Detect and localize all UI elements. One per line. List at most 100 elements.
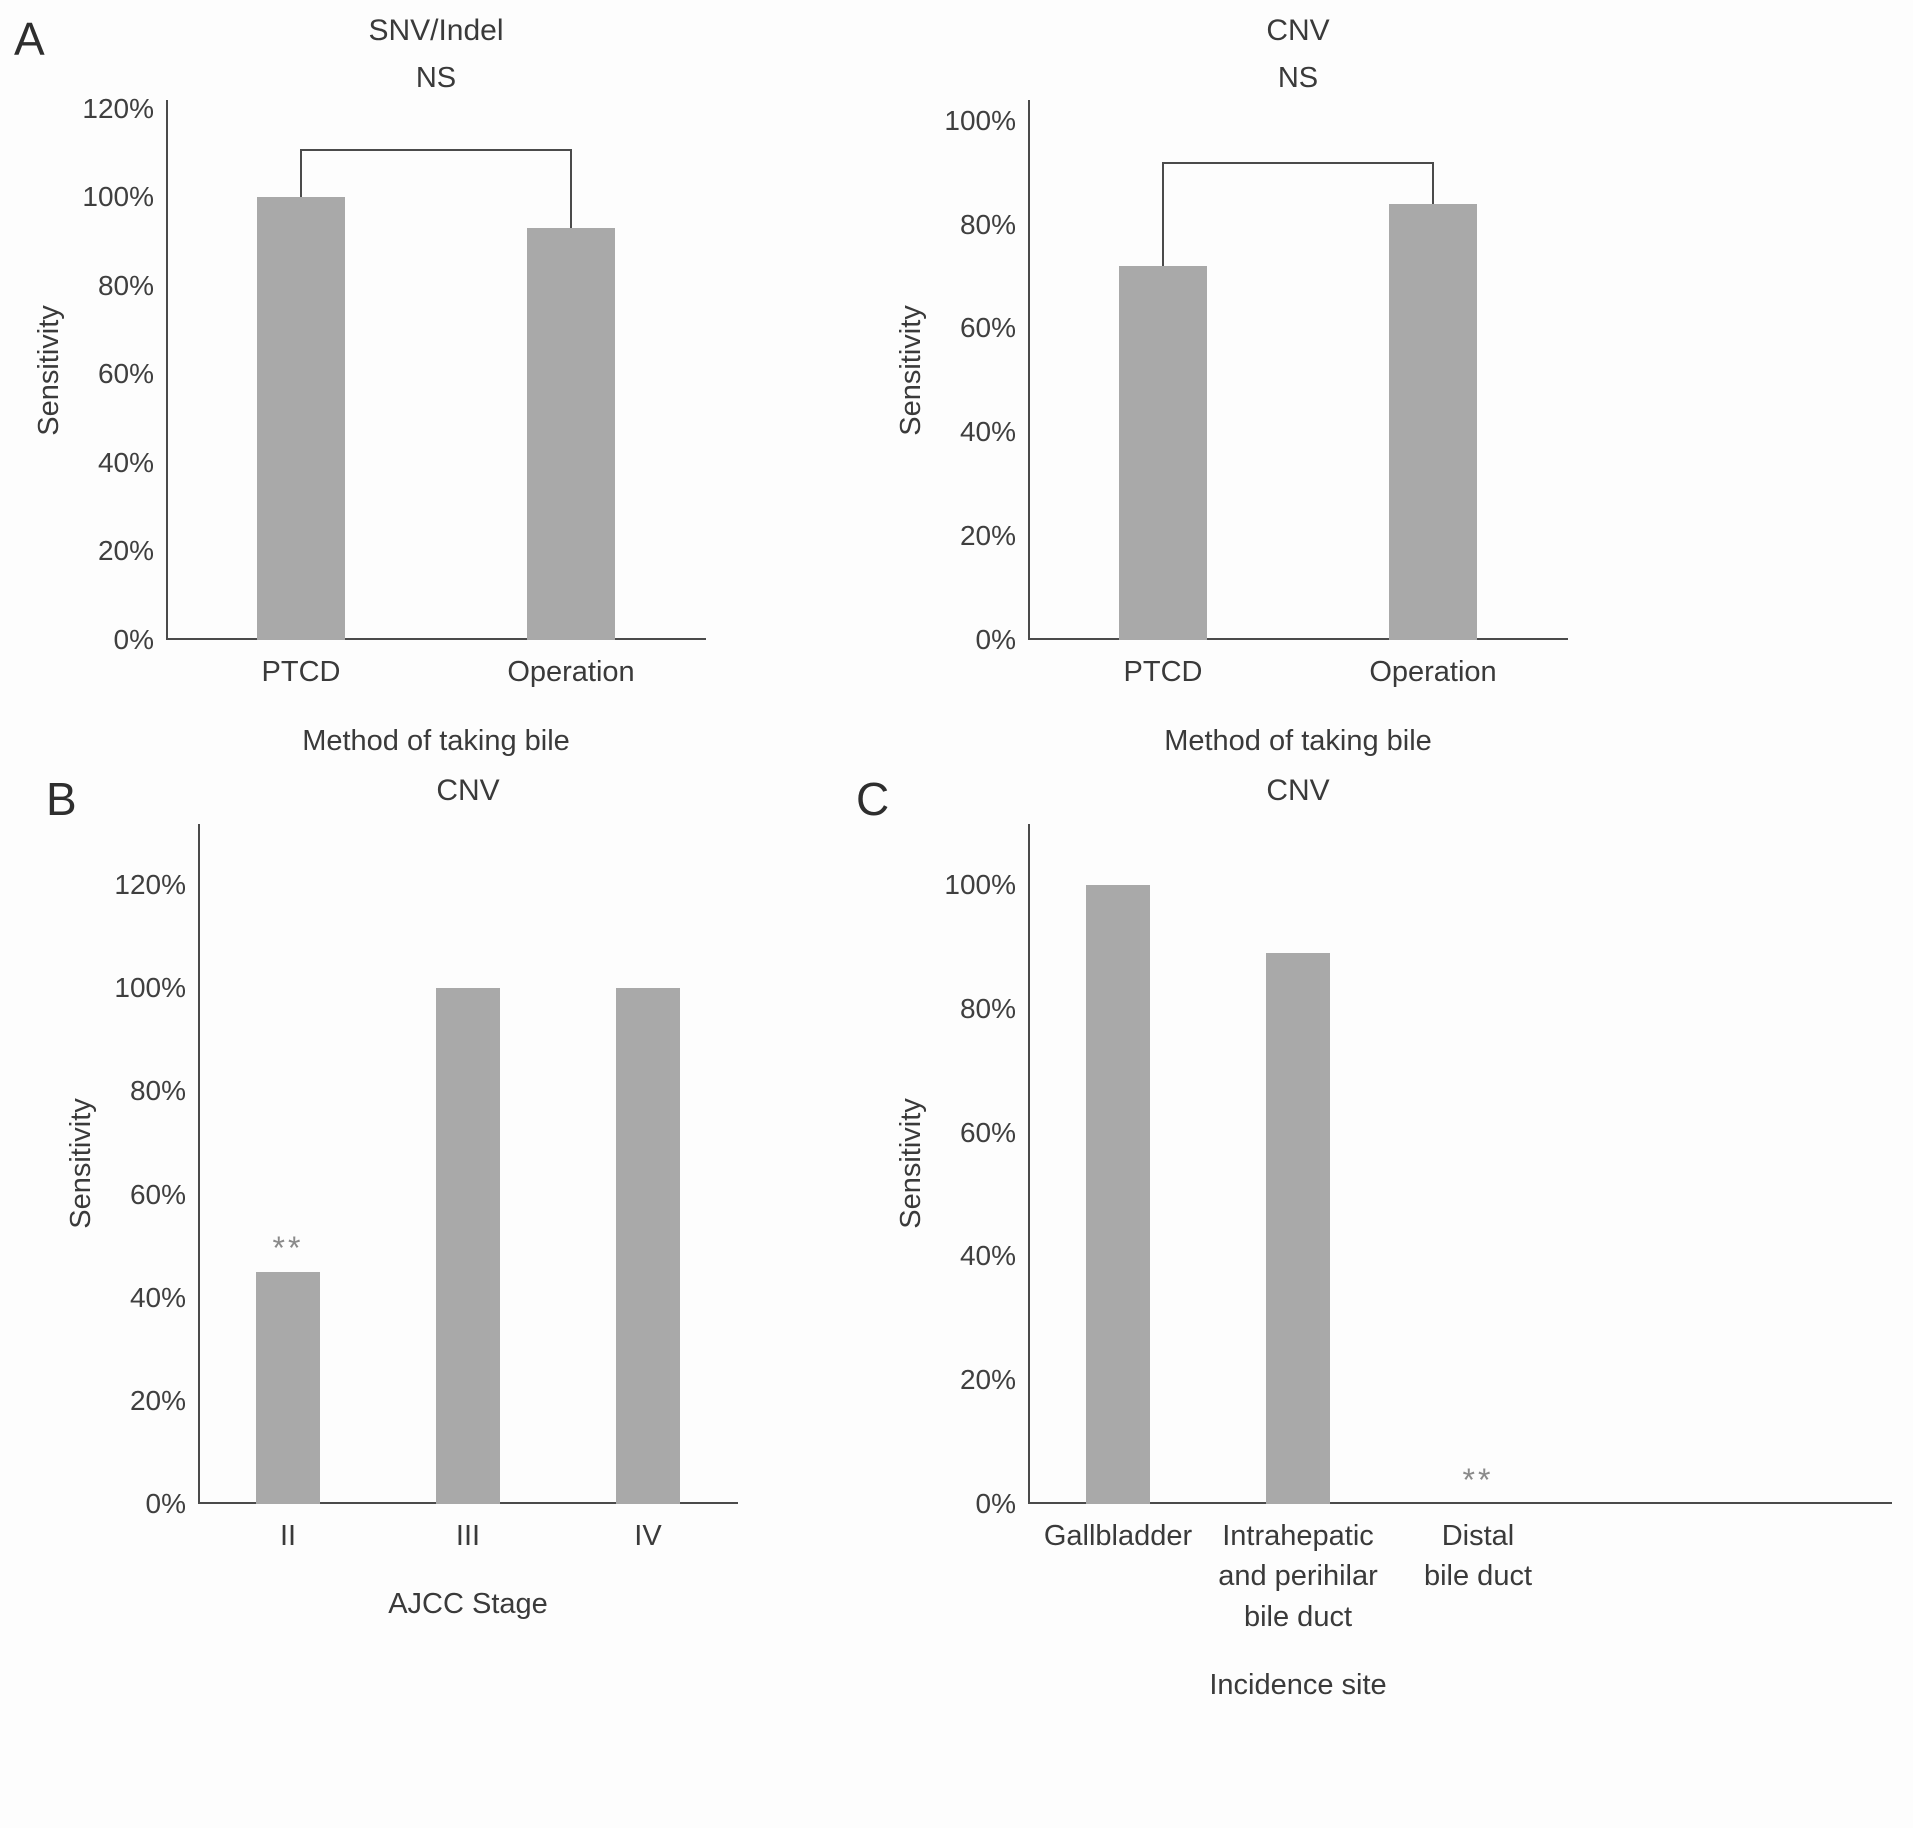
y-axis-line [166,100,168,640]
bar-slot [1208,824,1388,1504]
y-tick-label: 20% [129,1384,186,1416]
chart-body: Sensitivity 0% 20% 40% 60% 80% 100% 120% PTCD O… [28,93,880,758]
bar-slot [558,824,738,1504]
x-category-label: Gallbladder [1043,1519,1193,1552]
panel-b-cell: B CNV Sensitivity 0% 20% 40% 60% 80% 100% 120% [0,774,880,1703]
y-axis-title: Sensitivity [894,304,927,436]
y-tick-label: 40% [959,1240,1016,1272]
bar-slot [1298,100,1568,640]
y-tick-label: 60% [97,358,154,390]
significance-annotation: NS [1277,62,1319,94]
plot-column: PTCD Operation Method of taking bile [1028,100,1568,758]
y-tick-label: 0% [975,1487,1016,1519]
x-category-label: Intrahepatic and perihilar bile duct [1218,1519,1378,1633]
chart-title: CNV [1266,773,1330,807]
bar-intrahepatic-and-perihilar-bile-duct [1266,953,1330,1504]
chart-cnv-by-bile-method: CNV NS Sensitivity 0% 20% 40% 60% 80% 100% [890,14,1913,758]
y-axis-ticks: 0% 20% 40% 60% 80% 100% [932,100,1028,655]
x-category-label: IV [634,1519,662,1552]
y-tick-label: 40% [97,446,154,478]
y-tick-label: 20% [959,520,1016,552]
x-category-labels: PTCD Operation [1028,652,1568,693]
y-tick-label: 120% [82,92,154,124]
panel-c-cell: C CNV Sensitivity 0% 20% 40% 60% 80% 100% [856,774,1913,1703]
chart-title: CNV [1266,14,1330,47]
bars-group [166,100,706,640]
bar-ptcd [257,197,345,640]
comparison-bracket-leg [300,148,302,198]
x-category-labels: Gallbladder Intrahepatic and perihilar bile… [1028,1516,1568,1638]
y-axis-ticks: 0% 20% 40% 60% 80% 100% [932,824,1028,1518]
bar-operation [1389,203,1477,640]
panel-label-c: C [856,772,890,825]
plot-area: ** [198,823,738,1504]
y-tick-label: 0% [113,624,154,655]
panel-a-row: A SNV/Indel NS Sensitivity 0% 20% 40% 60% 80… [0,0,1913,758]
chart-header: CNV [1028,774,1568,808]
bars-group [1028,100,1568,640]
y-axis-title-wrap: Sensitivity [60,824,102,1504]
chart-cnv-by-ajcc-stage: CNV Sensitivity 0% 20% 40% 60% 80% 100% 120% *… [60,774,880,1622]
y-axis-title-wrap: Sensitivity [28,100,70,640]
x-category-labels: II III IV [198,1516,738,1557]
chart-header: CNV [198,774,738,808]
bar-slot [1388,824,1568,1504]
y-tick-label: 60% [959,1116,1016,1148]
bar-slot [378,824,558,1504]
bar-gallbladder [1086,885,1150,1504]
y-axis-title-wrap: Sensitivity [890,824,932,1504]
y-axis-title: Sensitivity [894,1098,927,1229]
y-tick-label: 40% [129,1281,186,1313]
plot-area [1028,100,1568,640]
bar-ii [256,1271,320,1504]
x-axis-line [166,638,706,640]
panel-b-c-row: B CNV Sensitivity 0% 20% 40% 60% 80% 100% 120% [0,774,1913,1703]
x-category-label: III [455,1519,481,1552]
chart-body: Sensitivity 0% 20% 40% 60% 80% 100% PTCD Opera… [890,100,1913,758]
plot-column: PTCD Operation Method of taking bile [166,100,706,758]
bar-slot [166,100,436,640]
panel-label-b: B [46,772,77,825]
chart-body: Sensitivity 0% 20% 40% 60% 80% 100% 120% ** II… [60,823,880,1622]
chart-snv-indel-by-bile-method: SNV/Indel NS Sensitivity 0% 20% 40% 60% 80% 1… [28,14,880,758]
x-axis-line [1028,1501,1892,1504]
chart-title: CNV [436,773,500,807]
chart-title: SNV/Indel [368,14,504,47]
panel-a-left-cell: A SNV/Indel NS Sensitivity 0% 20% 40% 60% 80… [0,14,880,758]
bar-iv [616,988,680,1504]
bars-group [198,824,738,1504]
chart-cnv-by-incidence-site: CNV Sensitivity 0% 20% 40% 60% 80% 100% ** Ga… [890,774,1913,1703]
y-tick-label: 120% [114,869,186,901]
plot-area [166,100,706,640]
x-category-label: II [279,1519,297,1552]
x-category-label: PTCD [261,656,341,688]
y-tick-label: 100% [82,181,154,213]
chart-header: CNV NS [1028,14,1568,100]
y-tick-label: 60% [129,1178,186,1210]
y-tick-label: 80% [959,993,1016,1025]
y-tick-label: 100% [114,972,186,1004]
bar-slot [436,100,706,640]
comparison-bracket-leg [1162,162,1164,267]
x-axis-title: AJCC Stage [388,1588,548,1621]
bar-iii [436,988,500,1504]
y-axis-title-wrap: Sensitivity [890,100,932,640]
y-axis-title: Sensitivity [64,1098,97,1229]
chart-header: SNV/Indel NS [166,14,706,100]
y-tick-label: 20% [959,1363,1016,1395]
y-tick-label: 80% [129,1075,186,1107]
panel-a-right-cell: CNV NS Sensitivity 0% 20% 40% 60% 80% 100% [880,14,1913,758]
y-tick-label: 60% [959,312,1016,344]
plot-area: ** [1028,823,1892,1504]
x-axis-line [1028,638,1568,640]
comparison-bracket [1163,162,1433,165]
y-tick-label: 80% [97,269,154,301]
y-tick-label: 0% [145,1487,186,1519]
x-category-label: PTCD [1123,656,1203,688]
x-category-label: Distal bile duct [1423,1519,1532,1593]
bar-slot [1028,100,1298,640]
y-axis-line [1028,823,1030,1504]
y-axis-line [198,823,200,1504]
y-tick-label: 40% [959,416,1016,448]
